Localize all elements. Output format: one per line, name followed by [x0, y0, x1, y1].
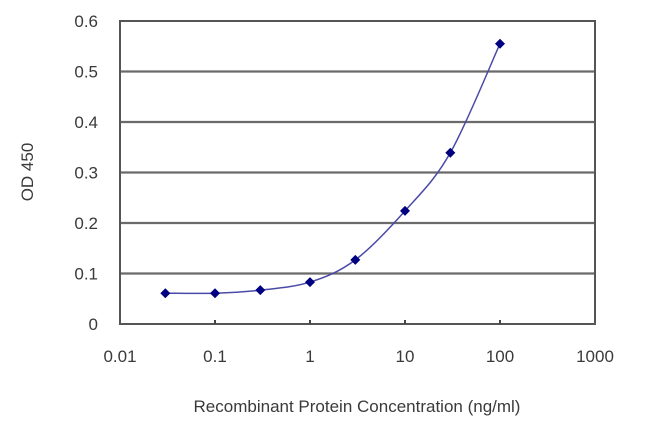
y-tick-label: 0.1 — [74, 265, 98, 284]
x-tick-label: 100 — [486, 347, 514, 366]
y-tick-label: 0.6 — [74, 12, 98, 31]
data-point-diamond-icon — [445, 147, 456, 158]
data-point-diamond-icon — [305, 277, 315, 288]
x-tick-label: 0.1 — [203, 347, 227, 366]
x-tick-label: 10 — [396, 347, 415, 366]
gridlines — [120, 70, 595, 275]
y-axis-title: OD 450 — [18, 143, 37, 202]
y-axis-ticks: 0 0.1 0.2 0.3 0.4 0.5 0.6 — [74, 12, 98, 334]
data-point-diamond-icon — [160, 288, 171, 299]
y-tick-label: 0.3 — [74, 164, 98, 183]
data-line — [165, 43, 501, 295]
data-point-diamond-icon — [350, 254, 361, 265]
x-axis-ticks: 0.01 0.1 1 10 100 1000 — [103, 320, 614, 366]
data-point-diamond-icon — [400, 205, 410, 216]
data-markers — [160, 38, 505, 299]
data-point-diamond-icon — [255, 285, 266, 296]
y-tick-label: 0 — [89, 315, 98, 334]
plot-area — [119, 20, 596, 325]
x-axis-title: Recombinant Protein Concentration (ng/ml… — [194, 397, 521, 416]
y-tick-label: 0.2 — [74, 214, 98, 233]
data-point-diamond-icon — [210, 288, 220, 299]
x-tick-label: 1 — [305, 347, 314, 366]
data-point-diamond-icon — [495, 38, 505, 49]
y-tick-label: 0.4 — [74, 113, 98, 132]
x-tick-label: 0.01 — [103, 347, 136, 366]
x-tick-label: 1000 — [576, 347, 614, 366]
y-tick-label: 0.5 — [74, 63, 98, 82]
